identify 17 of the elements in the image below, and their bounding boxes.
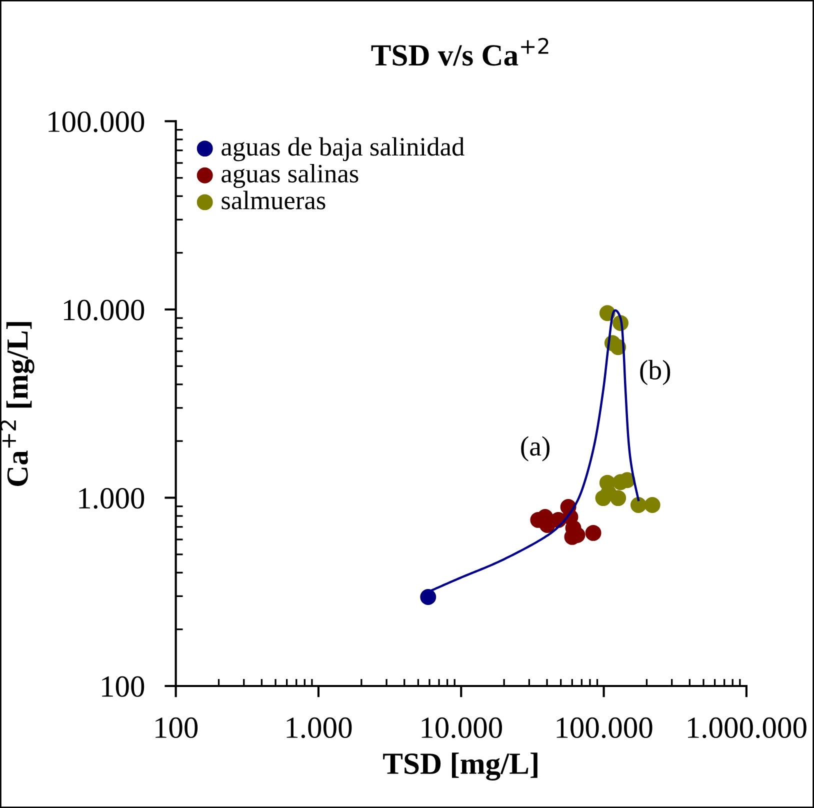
x-tick-label: 10.000 xyxy=(422,717,502,738)
x-tick-label: 100 xyxy=(156,717,198,738)
x-axis-title: TSD [mg/L] xyxy=(383,752,538,781)
y-tick-label: 100 xyxy=(102,676,144,697)
x-tick-label: 1.000 xyxy=(286,717,352,738)
legend-label: salmueras xyxy=(222,190,326,210)
y-axis-title: Ca$^{+2}$ [mg/L] xyxy=(0,322,34,486)
y-tick-label: 100.000 xyxy=(48,111,144,132)
chart-title: TSD v/s Ca$^{+2}$ xyxy=(371,38,548,66)
x-tick-label: 1.000.000 xyxy=(688,717,806,738)
x-tick-label: 100.000 xyxy=(556,717,652,738)
y-tick-label: 1.000 xyxy=(79,488,144,509)
annotation: (a) xyxy=(521,436,550,462)
annotation: (b) xyxy=(640,360,670,386)
legend-label: aguas de baja salinidad xyxy=(222,137,464,162)
y-tick-label: 10.000 xyxy=(64,300,144,320)
legend-label: aguas salinas xyxy=(222,164,358,188)
